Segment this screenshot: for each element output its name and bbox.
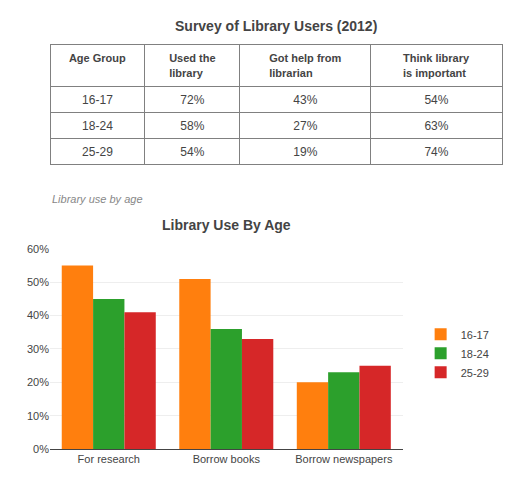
svg-text:Think libraryis important: Think libraryis important [403,52,470,78]
svg-text:25-29: 25-29 [82,145,113,159]
svg-text:20%: 20% [27,376,49,388]
svg-text:63%: 63% [424,119,448,133]
svg-text:72%: 72% [180,93,204,107]
svg-text:Used thelibrary: Used thelibrary [169,52,215,78]
svg-text:For research: For research [78,453,140,465]
svg-text:Borrow newspapers: Borrow newspapers [295,453,393,465]
svg-text:16-17: 16-17 [82,93,113,107]
svg-text:16-17: 16-17 [461,329,489,341]
svg-text:10%: 10% [27,410,49,422]
svg-text:60%: 60% [27,243,49,255]
svg-text:50%: 50% [27,276,49,288]
svg-text:Library use by age: Library use by age [52,193,143,205]
svg-text:0%: 0% [33,443,49,455]
svg-text:Survey of Library Users (2012): Survey of Library Users (2012) [175,18,377,34]
svg-text:54%: 54% [424,93,448,107]
svg-text:30%: 30% [27,343,49,355]
svg-text:54%: 54% [180,145,204,159]
svg-text:40%: 40% [27,309,49,321]
svg-text:Library Use By Age: Library Use By Age [162,217,291,233]
svg-text:27%: 27% [293,119,317,133]
svg-text:Age Group: Age Group [69,52,126,64]
svg-text:19%: 19% [293,145,317,159]
svg-text:58%: 58% [180,119,204,133]
svg-text:Borrow books: Borrow books [193,453,261,465]
svg-text:74%: 74% [424,145,448,159]
svg-text:Got help fromlibrarian: Got help fromlibrarian [269,52,341,78]
svg-text:25-29: 25-29 [461,367,489,379]
svg-text:18-24: 18-24 [82,119,113,133]
svg-text:18-24: 18-24 [461,348,489,360]
svg-text:43%: 43% [293,93,317,107]
